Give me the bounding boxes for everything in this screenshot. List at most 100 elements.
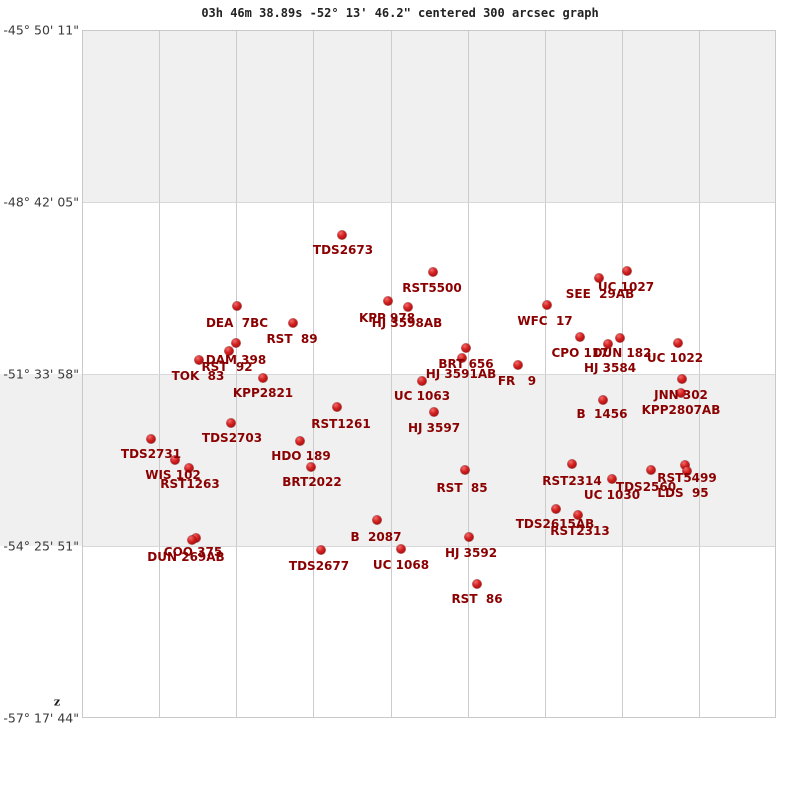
star-label: TDS2731 bbox=[120, 447, 182, 461]
star-label: UC 1063 bbox=[393, 389, 451, 403]
star-point bbox=[622, 266, 632, 276]
star-label: RST2314 bbox=[542, 474, 602, 488]
star-point bbox=[226, 418, 236, 428]
horizontal-gridline bbox=[82, 374, 776, 375]
star-point bbox=[676, 388, 686, 398]
star-label: TOK 83 bbox=[171, 369, 225, 383]
y-axis-tick-label: -54° 25' 51" bbox=[3, 538, 79, 554]
star-point bbox=[288, 318, 298, 328]
gray-band bbox=[0, 374, 776, 546]
star-label: FR 9 bbox=[497, 374, 537, 388]
star-label: B 2087 bbox=[350, 530, 402, 544]
star-point bbox=[551, 504, 561, 514]
star-label: HJ 3598AB bbox=[371, 316, 443, 330]
star-point bbox=[542, 300, 552, 310]
star-label: RST 89 bbox=[266, 332, 318, 346]
star-point bbox=[337, 230, 347, 240]
star-label: DAM 398 bbox=[205, 353, 267, 367]
star-point bbox=[428, 267, 438, 277]
y-axis-tick-label: -45° 50' 11" bbox=[3, 22, 79, 38]
chart-title: 03h 46m 38.89s -52° 13' 46.2" centered 3… bbox=[201, 6, 599, 20]
star-point bbox=[573, 510, 583, 520]
star-point bbox=[332, 402, 342, 412]
star-label: LDS 95 bbox=[657, 486, 709, 500]
star-label: BRT2022 bbox=[282, 475, 342, 489]
star-label: RST2313 bbox=[550, 524, 610, 538]
star-label: KPP2807AB bbox=[641, 403, 721, 417]
star-point bbox=[170, 455, 180, 465]
star-point bbox=[646, 465, 656, 475]
star-label: RST5500 bbox=[402, 281, 462, 295]
star-point bbox=[615, 333, 625, 343]
star-point bbox=[607, 474, 617, 484]
star-point bbox=[673, 338, 683, 348]
star-point bbox=[417, 376, 427, 386]
star-point bbox=[567, 459, 577, 469]
star-point bbox=[187, 535, 197, 545]
star-point bbox=[603, 339, 613, 349]
star-label: KPP 978 bbox=[358, 311, 416, 325]
star-label: TDS2703 bbox=[201, 431, 263, 445]
star-label: DUN 182 bbox=[592, 346, 652, 360]
star-label: WIS 102 bbox=[145, 468, 201, 482]
star-point bbox=[146, 434, 156, 444]
star-point bbox=[403, 302, 413, 312]
star-point bbox=[295, 436, 305, 446]
star-label: WFC 17 bbox=[517, 314, 573, 328]
plot-border bbox=[82, 30, 776, 718]
star-label: BRT 656 bbox=[438, 357, 494, 371]
star-point bbox=[396, 544, 406, 554]
star-label: CPO 117 bbox=[551, 346, 609, 360]
star-label: UC 1030 bbox=[583, 488, 641, 502]
y-axis-tick-label: -57° 17' 44" bbox=[3, 710, 79, 726]
star-point bbox=[677, 374, 687, 384]
star-label: TDS2677 bbox=[288, 559, 350, 573]
star-label: JNN 302 bbox=[654, 388, 708, 402]
star-point bbox=[383, 296, 393, 306]
star-label: RST5499 bbox=[657, 471, 717, 485]
y-axis-tick-label: -51° 33' 58" bbox=[3, 366, 79, 382]
star-point bbox=[457, 353, 467, 363]
star-point bbox=[461, 343, 471, 353]
star-point bbox=[680, 460, 690, 470]
star-label: DUN 269AB bbox=[147, 550, 225, 564]
star-point bbox=[513, 360, 523, 370]
star-label: TDS2673 bbox=[312, 243, 374, 257]
horizontal-gridline bbox=[82, 202, 776, 203]
star-label: HJ 3591AB bbox=[425, 367, 497, 381]
star-point bbox=[194, 355, 204, 365]
star-label: HJ 3592 bbox=[444, 546, 498, 560]
star-label: KPP2821 bbox=[232, 386, 294, 400]
star-point bbox=[258, 373, 268, 383]
star-label: HJ 3597 bbox=[407, 421, 461, 435]
star-label: HJ 3584 bbox=[583, 361, 637, 375]
star-point bbox=[232, 301, 242, 311]
star-point bbox=[184, 463, 194, 473]
star-point bbox=[464, 532, 474, 542]
star-label: TDS2615AB bbox=[515, 517, 595, 531]
star-label: RST 92 bbox=[201, 360, 253, 374]
star-label: DEA 7BC bbox=[205, 316, 269, 330]
star-label: RST1261 bbox=[311, 417, 371, 431]
star-point bbox=[594, 273, 604, 283]
star-point bbox=[575, 332, 585, 342]
star-label: RST 85 bbox=[436, 481, 488, 495]
star-point bbox=[316, 545, 326, 555]
star-label: UC 1022 bbox=[646, 351, 704, 365]
star-label: TDS2560 bbox=[615, 480, 677, 494]
horizontal-gridline bbox=[82, 546, 776, 547]
gray-band bbox=[82, 30, 776, 202]
star-label: COO 375 bbox=[163, 545, 223, 559]
star-point bbox=[231, 338, 241, 348]
star-label: UC 1068 bbox=[372, 558, 430, 572]
star-point bbox=[224, 346, 234, 356]
star-label: RST 86 bbox=[451, 592, 503, 606]
star-point bbox=[306, 462, 316, 472]
compass-north-marker: z bbox=[53, 695, 61, 709]
star-label: HDO 189 bbox=[271, 449, 331, 463]
star-point bbox=[472, 579, 482, 589]
star-point bbox=[460, 465, 470, 475]
star-label: RST1263 bbox=[160, 477, 220, 491]
star-label: SEE 29AB bbox=[565, 287, 635, 301]
